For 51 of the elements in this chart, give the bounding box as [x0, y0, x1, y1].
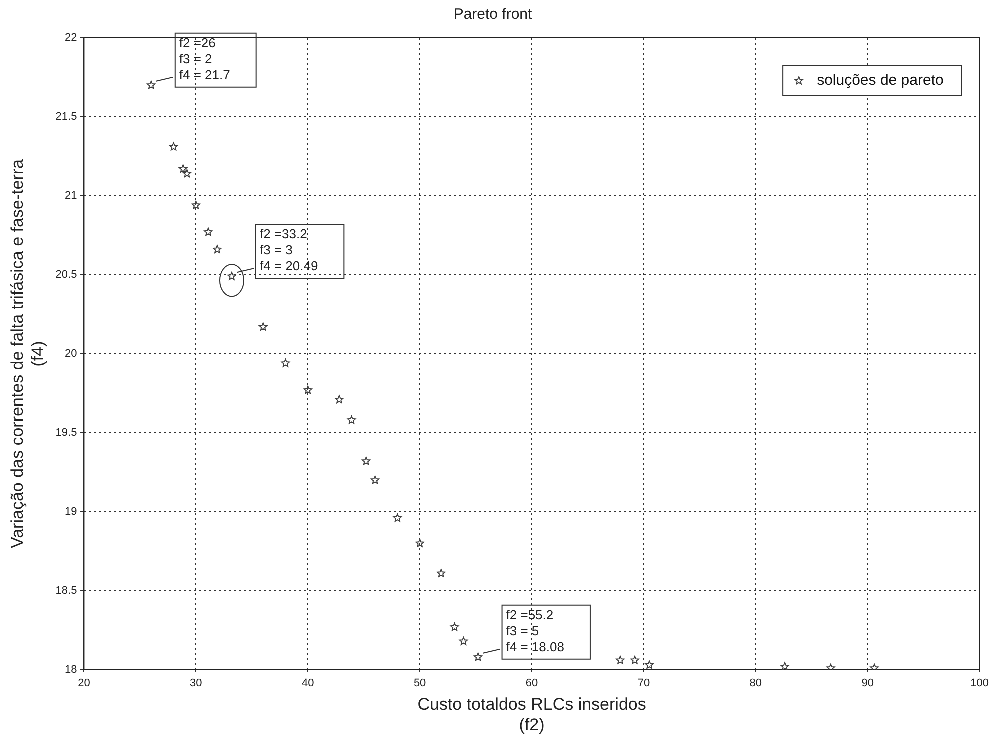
x-tick-label: 30 — [190, 678, 202, 690]
point — [459, 637, 468, 646]
point — [450, 622, 460, 632]
point — [347, 416, 356, 424]
annotation: f2 =26 f3 = 2 f4 = 21.7 — [179, 35, 230, 82]
y-tick-label: 19.5 — [56, 427, 78, 440]
x-tick-label: 50 — [414, 678, 426, 690]
x-tick-label: 90 — [862, 678, 874, 690]
x-axis-title: Custo totaldos RLCs inseridos (f2) — [418, 695, 646, 734]
point — [259, 322, 268, 331]
point — [281, 358, 290, 368]
y-axis-title: Variação das correntes de falta trifásica e fase-terra (f4) — [8, 158, 48, 548]
y-tick-label: 20 — [64, 348, 78, 360]
y-tick-label: 18.5 — [56, 585, 78, 598]
annotation: f2 =33.2 f3 = 3 f4 = 20.49 — [260, 226, 318, 274]
annotation: f2 =55.2 f3 = 5 f4 = 18.08 — [506, 607, 564, 654]
point — [213, 245, 222, 254]
point — [178, 164, 188, 173]
point — [204, 228, 213, 236]
point — [393, 514, 402, 522]
point — [169, 142, 178, 151]
point — [304, 386, 312, 394]
point — [147, 80, 156, 90]
point — [362, 456, 371, 466]
point — [616, 656, 625, 664]
point — [335, 395, 344, 404]
x-tick-label: 100 — [970, 678, 990, 690]
x-tick-label: 60 — [526, 678, 538, 690]
x-tick-label: 20 — [78, 678, 90, 690]
point — [474, 652, 483, 662]
y-tick-label: 21 — [64, 190, 78, 202]
point — [416, 539, 424, 548]
point — [645, 660, 654, 669]
point — [192, 200, 200, 210]
point — [870, 664, 879, 670]
point — [437, 569, 446, 578]
x-tick-label: 70 — [638, 678, 650, 690]
chart-title: Pareto front — [454, 6, 534, 24]
point — [182, 169, 192, 178]
point — [370, 476, 380, 484]
x-tick-label: 80 — [750, 678, 762, 690]
point — [780, 662, 790, 670]
point — [630, 656, 640, 664]
point — [826, 664, 836, 670]
y-tick-label: 19 — [64, 506, 78, 518]
x-tick-label: 40 — [302, 678, 314, 690]
y-tick-label: 20.5 — [56, 269, 78, 282]
y-tick-label: 21.5 — [56, 111, 78, 124]
y-tick-label: 18 — [64, 664, 78, 676]
legend-label: soluções de pareto — [817, 72, 944, 90]
y-tick-label: 22 — [64, 32, 78, 44]
